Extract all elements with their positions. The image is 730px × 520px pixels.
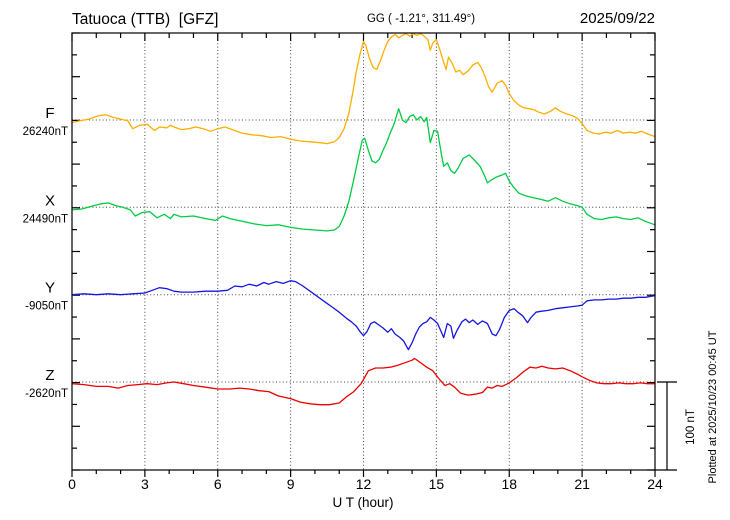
channel-letter-F: F [45,105,54,122]
x-tick-label: 24 [647,476,663,492]
dotted-gridlines [72,33,655,470]
station-title: Tatuoca (TTB) [GFZ] [72,11,218,28]
trace-Y [71,280,656,351]
x-tick-label: 0 [68,476,76,492]
x-tick-label: 9 [287,476,295,492]
plot-border [71,32,656,471]
channel-reference-value-Z: -2620nT [25,388,68,400]
channel-labels: F 26240nT X 24490nT Y -9050nT Z -2620nT [23,105,68,400]
channel-letter-X: X [45,192,55,209]
x-tick-label: 6 [214,476,222,492]
scale-bar-label: 100 nT [685,409,697,445]
trace-F [71,32,656,145]
x-tick-label: 15 [429,476,445,492]
scale-bar [655,381,677,471]
channel-reference-value-Y: -9050nT [25,301,68,313]
plotted-at-note: Plotted at 2025/10/23 00:45 UT [707,330,719,483]
x-axis-label: U T (hour) [332,495,393,510]
trace-X [71,108,656,232]
trace-Z [71,357,656,406]
x-tick-labels: 0 3 6 9 12 15 18 21 24 [68,476,663,492]
channel-reference-value-F: 26240nT [23,126,68,138]
channel-reference-value-X: 24490nT [23,213,68,225]
plot-date: 2025/09/22 [580,10,655,27]
x-tick-label: 3 [141,476,149,492]
x-tick-label: 18 [501,476,517,492]
geographic-coordinates: GG ( -1.21°, 311.49°) [367,13,475,25]
x-tick-label: 12 [356,476,372,492]
x-tick-label: 21 [574,476,590,492]
channel-letter-Y: Y [45,280,55,297]
channel-letter-Z: Z [45,367,54,384]
channel-traces [71,32,656,406]
